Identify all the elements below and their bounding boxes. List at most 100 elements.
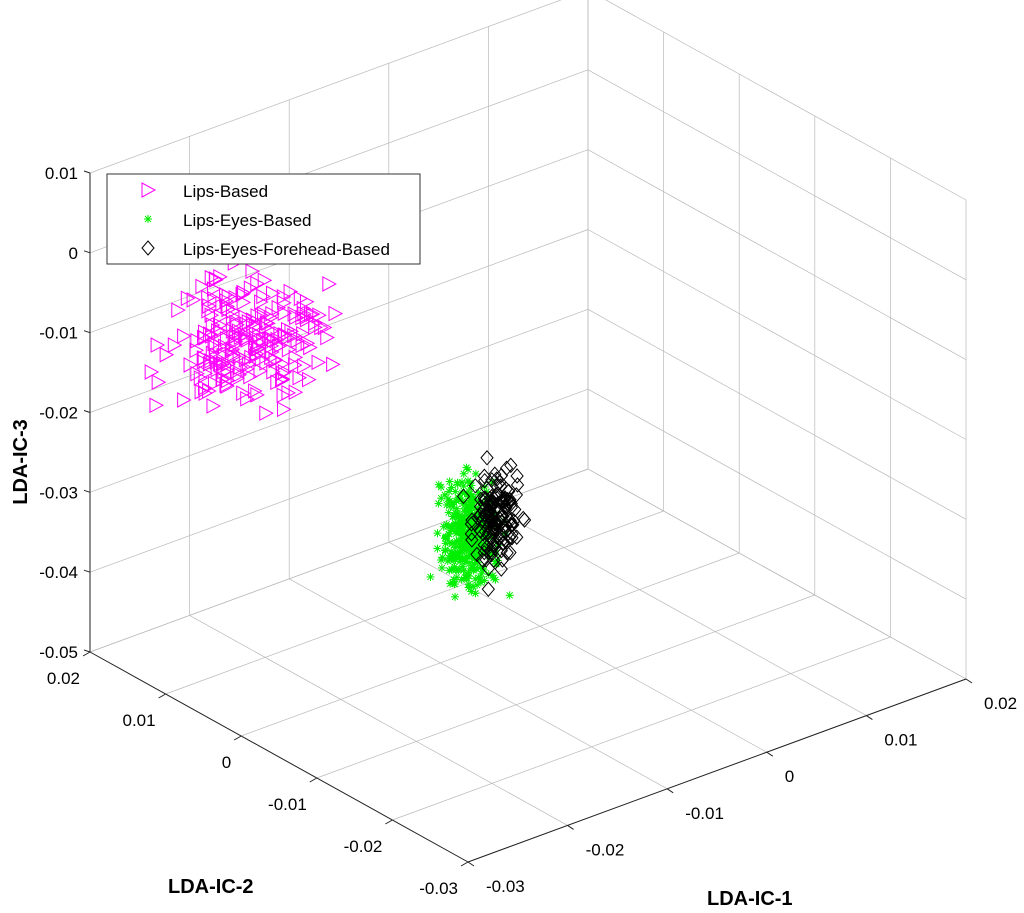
data-point [440, 490, 449, 499]
z-tick-label: -0.04 [39, 563, 78, 582]
z-tick-mark [83, 170, 91, 174]
data-point [295, 309, 310, 326]
data-point [459, 521, 468, 530]
grid-line [587, 149, 967, 361]
data-point [236, 385, 251, 402]
data-point [509, 487, 524, 503]
data-point [149, 397, 165, 414]
y-tick-mark [309, 777, 318, 783]
data-point [485, 512, 499, 529]
data-point [266, 363, 281, 380]
data-point [207, 291, 223, 307]
data-point [452, 536, 461, 545]
series-lips-based [144, 255, 344, 422]
data-point [494, 561, 508, 577]
data-point [474, 523, 488, 540]
data-point [473, 558, 482, 567]
data-point [227, 329, 243, 345]
data-point [447, 554, 456, 563]
grid-line [605, 0, 967, 201]
z-axis-label: LDA-IC-3 [10, 419, 32, 505]
data-point [462, 463, 471, 472]
legend-marker [141, 240, 155, 256]
data-point [288, 384, 304, 401]
grid-line [587, 388, 967, 600]
data-point [206, 398, 222, 414]
data-point [437, 555, 446, 564]
data-point [317, 319, 333, 336]
data-point [227, 348, 242, 364]
data-point [488, 488, 503, 505]
data-point [216, 347, 232, 364]
x-tick-mark [766, 751, 774, 757]
data-point [499, 460, 514, 476]
grid-line [289, 578, 668, 790]
grid-line [392, 636, 891, 821]
z-tick-label: 0.01 [45, 164, 78, 183]
grid-line [587, 308, 967, 520]
legend-label-lips: Lips-Based [183, 182, 268, 201]
data-point [312, 307, 327, 324]
data-point [195, 278, 210, 295]
data-point [240, 391, 255, 407]
data-point [445, 477, 454, 486]
z-tick-mark [83, 569, 91, 573]
data-point [228, 336, 244, 353]
data-point [180, 290, 196, 307]
data-point [505, 591, 514, 600]
legend-box [106, 173, 421, 265]
grid-line [587, 69, 967, 281]
z-tick-label: -0.03 [39, 483, 78, 502]
data-point [202, 298, 217, 314]
data-point [433, 544, 442, 553]
x-tick-mark [666, 788, 674, 794]
axes-box [82, 170, 973, 867]
data-points-layer [144, 255, 532, 601]
data-point [481, 581, 495, 597]
data-point [250, 275, 265, 292]
data-point [259, 355, 274, 371]
data-point [240, 361, 256, 377]
data-point [510, 468, 524, 484]
data-point [254, 294, 269, 310]
x-tick-mark [467, 861, 475, 867]
data-point [167, 337, 183, 353]
data-point [283, 283, 299, 300]
data-point [303, 339, 318, 356]
data-point [494, 542, 508, 559]
data-point [470, 546, 484, 563]
data-point [483, 534, 498, 551]
grid-line [587, 229, 967, 440]
data-point [505, 530, 519, 546]
x-tick-label: 0.02 [984, 694, 1017, 713]
y-tick-label: 0.01 [123, 711, 156, 730]
x-tick-label: -0.02 [586, 840, 625, 859]
x-tick-label: -0.03 [486, 877, 525, 896]
data-point [219, 377, 235, 393]
data-point [453, 508, 462, 517]
data-point [150, 337, 166, 353]
data-point [442, 500, 451, 509]
data-point [277, 294, 292, 311]
data-point [504, 457, 518, 474]
data-point [230, 317, 245, 333]
data-point [477, 490, 491, 506]
data-point [481, 524, 496, 541]
legend-label-lips-eyes-forehead: Lips-Eyes-Forehead-Based [183, 240, 390, 259]
data-point [207, 375, 223, 392]
data-point [455, 565, 464, 574]
data-point [205, 317, 221, 333]
data-point [271, 299, 287, 316]
data-point [484, 493, 498, 510]
data-point [487, 520, 501, 537]
data-point [190, 332, 205, 349]
data-point [237, 285, 252, 301]
data-point [244, 349, 259, 366]
data-point [503, 544, 517, 561]
data-point [484, 546, 498, 563]
data-point [213, 323, 229, 340]
data-point [426, 572, 435, 581]
data-point [302, 371, 317, 388]
grid-line [89, 229, 589, 413]
data-point [500, 545, 514, 561]
